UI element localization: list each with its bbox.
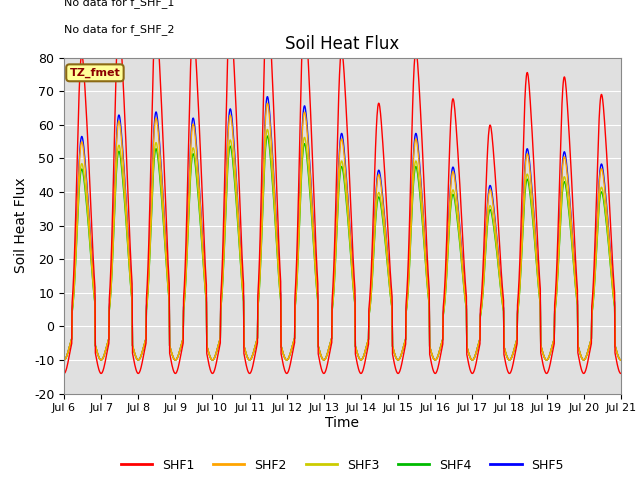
Title: Soil Heat Flux: Soil Heat Flux	[285, 35, 399, 53]
Y-axis label: Soil Heat Flux: Soil Heat Flux	[14, 178, 28, 274]
Text: No data for f_SHF_2: No data for f_SHF_2	[64, 24, 175, 35]
Legend: SHF1, SHF2, SHF3, SHF4, SHF5: SHF1, SHF2, SHF3, SHF4, SHF5	[116, 454, 569, 477]
Text: TZ_fmet: TZ_fmet	[70, 68, 120, 78]
X-axis label: Time: Time	[325, 416, 360, 430]
Text: No data for f_SHF_1: No data for f_SHF_1	[64, 0, 174, 8]
